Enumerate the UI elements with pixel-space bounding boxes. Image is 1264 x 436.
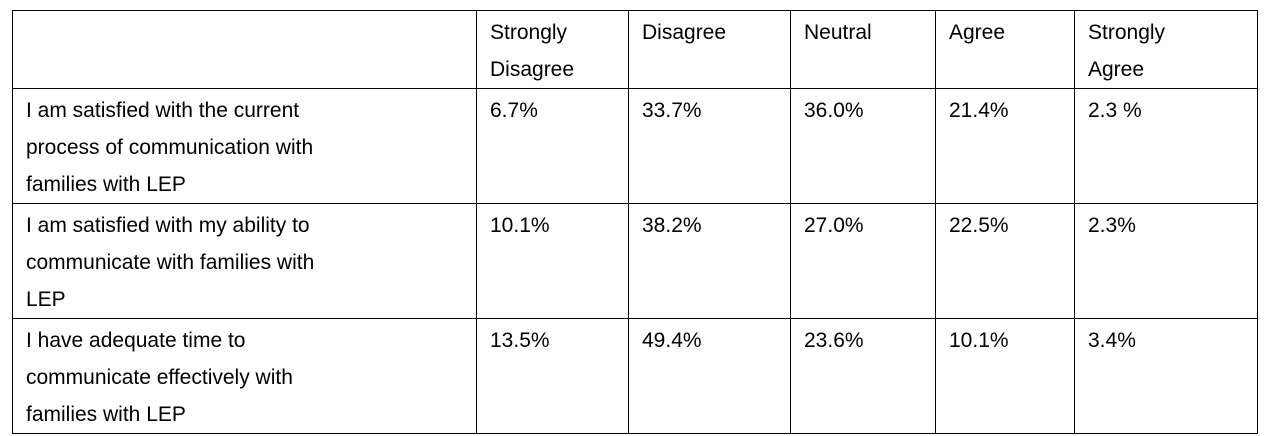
header-cell: Strongly Agree <box>1074 10 1258 89</box>
header-text: Strongly <box>1088 21 1166 44</box>
header-cell: Disagree <box>628 10 791 89</box>
data-row: I am satisfied with my ability to communi… <box>12 203 1258 319</box>
value-cell: 10.1% <box>935 318 1075 434</box>
header-text: Strongly <box>490 21 568 44</box>
row-label-text: families with LEP <box>26 173 186 196</box>
value-cell: 2.3 % <box>1074 88 1258 204</box>
header-text: Disagree <box>642 21 727 44</box>
value-cell: 27.0% <box>790 203 936 319</box>
data-row: I have adequate time to communicate effec… <box>12 318 1258 434</box>
row-label-text: I have adequate time to <box>26 329 246 352</box>
header-row: Strongly Disagree Disagree Neutral Agree Stro… <box>12 10 1258 89</box>
value-cell: 6.7% <box>476 88 629 204</box>
header-cell: Neutral <box>790 10 936 89</box>
value-cell: 10.1% <box>476 203 629 319</box>
header-text: Disagree <box>490 58 575 81</box>
row-label-text: communicate with families with <box>26 251 315 274</box>
row-label-text: LEP <box>26 288 66 311</box>
table-body: Strongly Disagree Disagree Neutral Agree Stro… <box>12 10 1258 434</box>
value-cell: 49.4% <box>628 318 791 434</box>
table-container: Strongly Disagree Disagree Neutral Agree Stro… <box>12 10 1258 434</box>
value-cell: 3.4% <box>1074 318 1258 434</box>
row-label-cell: I am satisfied with the current process o… <box>12 88 477 204</box>
value-cell: 21.4% <box>935 88 1075 204</box>
value-cell: 23.6% <box>790 318 936 434</box>
row-label-text: process of communication with <box>26 136 314 159</box>
row-label-cell: I am satisfied with my ability to communi… <box>12 203 477 319</box>
value-cell: 13.5% <box>476 318 629 434</box>
value-cell: 38.2% <box>628 203 791 319</box>
data-row: I am satisfied with the current process o… <box>12 88 1258 204</box>
header-text: Neutral <box>804 21 872 44</box>
value-cell: 36.0% <box>790 88 936 204</box>
corner-cell <box>12 10 477 89</box>
header-cell: Strongly Disagree <box>476 10 629 89</box>
row-label-text: communicate effectively with <box>26 366 293 389</box>
header-text: Agree <box>1088 58 1145 81</box>
row-label-text: I am satisfied with my ability to <box>26 214 310 237</box>
row-label-text: families with LEP <box>26 403 186 426</box>
value-cell: 22.5% <box>935 203 1075 319</box>
row-label-text: I am satisfied with the current <box>26 99 300 122</box>
header-cell: Agree <box>935 10 1075 89</box>
survey-table: Strongly Disagree Disagree Neutral Agree Stro… <box>12 10 1258 434</box>
value-cell: 33.7% <box>628 88 791 204</box>
row-label-cell: I have adequate time to communicate effec… <box>12 318 477 434</box>
header-text: Agree <box>949 21 1006 44</box>
value-cell: 2.3% <box>1074 203 1258 319</box>
